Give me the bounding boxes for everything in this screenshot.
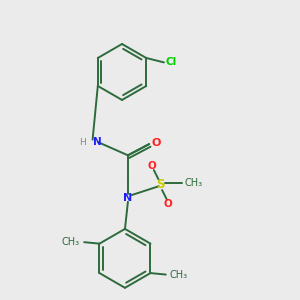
Text: S: S: [156, 178, 165, 191]
Text: CH₃: CH₃: [185, 178, 203, 188]
Text: CH₃: CH₃: [62, 237, 80, 247]
Text: O: O: [151, 138, 160, 148]
Text: O: O: [148, 160, 157, 171]
Text: CH₃: CH₃: [170, 269, 188, 280]
Text: N: N: [123, 193, 133, 203]
Text: H: H: [80, 137, 86, 146]
Text: N: N: [93, 137, 101, 147]
Text: Cl: Cl: [165, 57, 177, 68]
Text: O: O: [164, 199, 172, 209]
